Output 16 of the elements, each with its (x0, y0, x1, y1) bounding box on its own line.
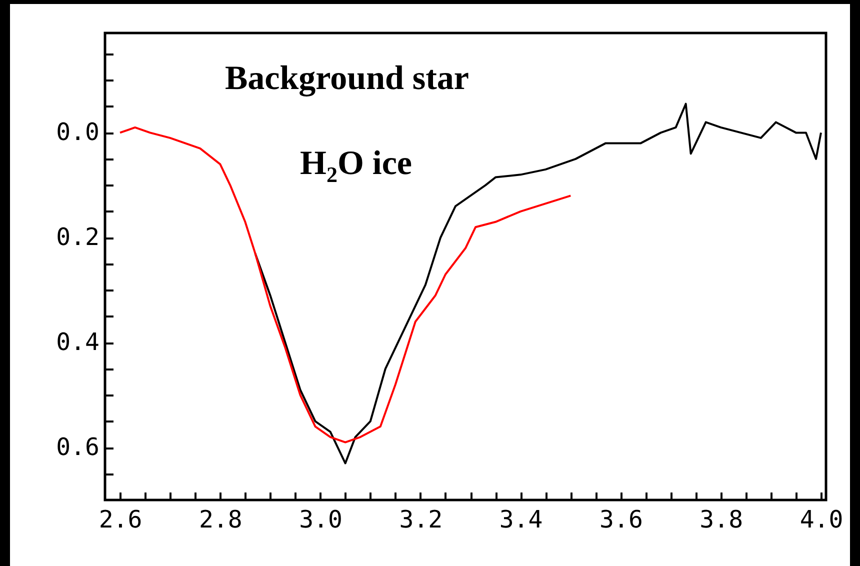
x-tick-label: 4.0 (800, 506, 844, 534)
y-tick-label: 0.4 (56, 328, 100, 356)
x-tick-label: 3.6 (600, 506, 643, 534)
annotation: Background star (225, 60, 470, 97)
annotation: H$_{2}$O ice (300, 145, 412, 187)
y-tick-label: 0.0 (56, 118, 100, 146)
x-tick-label: 2.6 (98, 506, 142, 534)
x-tick-label: 2.8 (198, 506, 242, 534)
line-series (119, 126, 572, 444)
x-tick-label: 3.0 (299, 506, 342, 534)
y-tick-label: 0.2 (56, 223, 100, 252)
x-tick-label: 3.8 (700, 506, 744, 534)
x-tick-label: 3.2 (399, 506, 443, 534)
y-tick-label: 0.6 (56, 433, 100, 462)
line-series (254, 102, 822, 464)
x-tick-label: 3.4 (499, 506, 543, 534)
